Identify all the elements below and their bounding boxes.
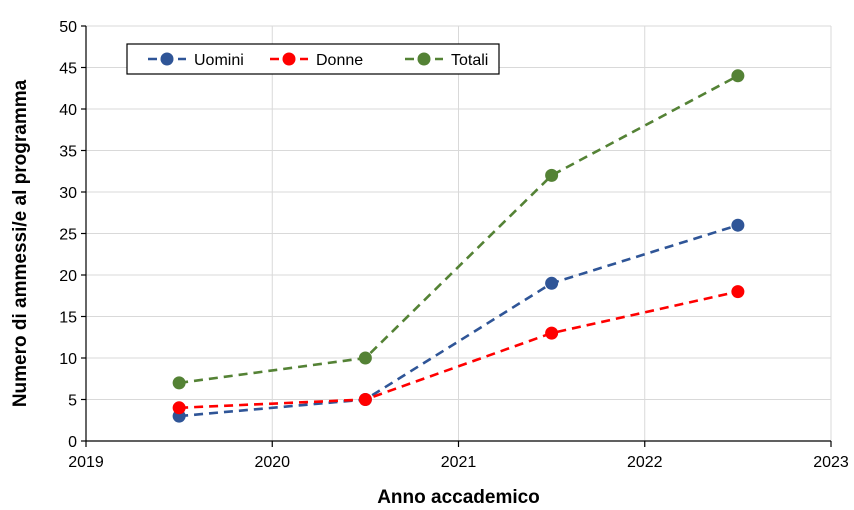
data-point — [172, 401, 186, 415]
x-tick-label: 2020 — [254, 454, 290, 471]
data-point — [172, 376, 186, 390]
legend-label: Donne — [316, 52, 363, 69]
y-tick-label: 15 — [59, 310, 77, 327]
data-point — [545, 326, 559, 340]
series-line — [178, 74, 739, 385]
legend: Uomini Donne Totali — [126, 43, 500, 75]
y-tick-label: 40 — [59, 102, 77, 119]
data-point — [545, 276, 559, 290]
data-point — [545, 168, 559, 182]
series-line — [179, 290, 739, 410]
legend-entry-totali: Totali — [405, 52, 488, 69]
y-tick-label: 10 — [59, 351, 77, 368]
data-point — [358, 351, 372, 365]
legend-marker — [417, 52, 431, 66]
legend-marker — [282, 52, 296, 66]
x-axis-title: Anno accademico — [377, 487, 540, 508]
x-tick-label: 2021 — [441, 454, 477, 471]
y-tick-label: 20 — [59, 268, 77, 285]
y-tick-label: 30 — [59, 185, 77, 202]
series-totali — [172, 69, 745, 390]
y-tick-label: 45 — [59, 61, 77, 78]
legend-entry-uomini: Uomini — [148, 52, 244, 69]
legend-entry-donne: Donne — [270, 52, 363, 69]
x-tick-label: 2019 — [68, 454, 104, 471]
data-point — [731, 285, 745, 299]
series — [172, 69, 745, 423]
y-axis-title: Numero di ammessi/e al programma — [10, 79, 31, 407]
y-tick-label: 5 — [68, 393, 77, 410]
series-line — [179, 223, 739, 418]
y-tick-label: 50 — [59, 19, 77, 36]
y-tick-label: 0 — [68, 434, 77, 451]
x-tick-label: 2023 — [813, 454, 849, 471]
x-tick-labels: 2019 2020 2021 2022 2023 — [68, 441, 849, 471]
x-tick-label: 2022 — [627, 454, 663, 471]
data-point — [731, 69, 745, 83]
y-tick-labels: 0 5 10 15 20 25 30 35 40 45 50 — [59, 19, 86, 451]
data-point — [731, 218, 745, 232]
legend-label: Totali — [451, 52, 488, 69]
legend-marker — [160, 52, 174, 66]
series-donne — [172, 285, 745, 415]
legend-label: Uomini — [194, 52, 244, 69]
y-tick-label: 25 — [59, 227, 77, 244]
gridlines — [86, 25, 832, 441]
y-tick-label: 35 — [59, 144, 77, 161]
data-point — [358, 393, 372, 406]
